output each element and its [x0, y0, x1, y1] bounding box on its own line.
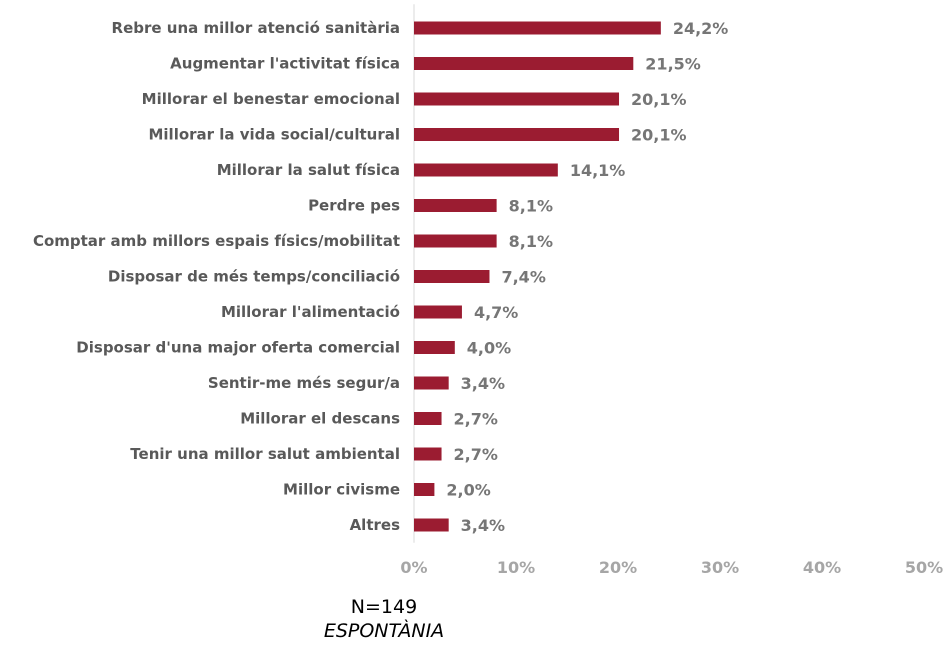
category-label: Comptar amb millors espais físics/mobili… [33, 232, 400, 250]
x-tick-label: 20% [599, 558, 637, 577]
bar [414, 128, 620, 141]
bar [414, 57, 634, 70]
data-label: 2,7% [454, 445, 498, 464]
category-label: Millor civisme [283, 481, 400, 499]
category-label: Altres [350, 516, 400, 534]
data-label: 3,4% [461, 374, 505, 393]
bar [414, 270, 490, 283]
bar [414, 412, 442, 425]
category-label: Perdre pes [308, 197, 400, 215]
data-label: 8,1% [509, 232, 553, 251]
category-label: Sentir-me més segur/a [208, 374, 400, 392]
bar [414, 199, 497, 212]
bar [414, 447, 442, 461]
category-label: Millorar el descans [240, 410, 400, 428]
bar [414, 21, 661, 35]
data-label: 4,7% [474, 303, 518, 322]
sample-size-note: N=149 [350, 596, 418, 618]
question-type-note: ESPONTÀNIA [323, 620, 445, 642]
data-label: 2,0% [446, 481, 490, 500]
data-label: 14,1% [570, 161, 626, 180]
x-tick-label: 40% [803, 558, 841, 577]
category-label: Tenir una millor salut ambiental [130, 445, 400, 463]
x-tick-label: 30% [701, 558, 739, 577]
category-label: Millorar la salut física [217, 161, 400, 179]
bar [414, 234, 497, 248]
data-label: 2,7% [454, 410, 498, 429]
data-label: 7,4% [501, 268, 545, 287]
data-label: 20,1% [631, 126, 687, 145]
bar [414, 483, 435, 496]
category-label: Rebre una millor atenció sanitària [112, 19, 400, 37]
x-tick-label: 10% [497, 558, 535, 577]
bar [414, 518, 449, 532]
category-label: Millorar la vida social/cultural [148, 126, 400, 144]
bar [414, 305, 462, 319]
data-label: 3,4% [461, 516, 505, 535]
category-label: Augmentar l'activitat física [170, 55, 400, 73]
category-label: Disposar d'una major oferta comercial [76, 339, 400, 357]
bar [414, 376, 449, 390]
bar [414, 341, 455, 354]
data-label: 4,0% [467, 339, 511, 358]
x-tick-label: 0% [400, 558, 427, 577]
data-label: 24,2% [673, 19, 729, 38]
category-label: Millorar l'alimentació [221, 303, 400, 321]
x-tick-label: 50% [905, 558, 943, 577]
category-label: Millorar el benestar emocional [142, 90, 400, 108]
category-label: Disposar de més temps/conciliació [108, 268, 400, 286]
bar [414, 163, 558, 177]
bar [414, 92, 620, 106]
data-label: 20,1% [631, 90, 687, 109]
data-label: 8,1% [509, 197, 553, 216]
data-label: 21,5% [645, 55, 701, 74]
